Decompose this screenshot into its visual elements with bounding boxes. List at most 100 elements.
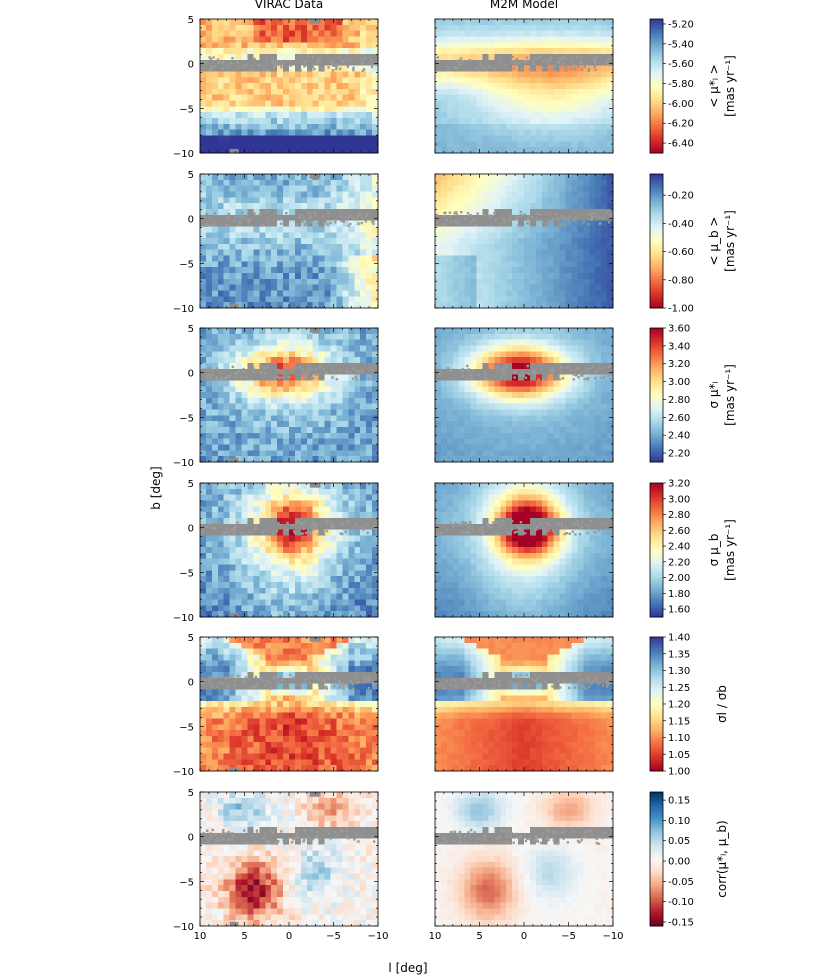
- heatmap-cell: [330, 179, 337, 187]
- heatmap-cell: [253, 444, 260, 451]
- heatmap-cell: [601, 147, 608, 154]
- heatmap-cell: [482, 261, 489, 268]
- heatmap-cell: [360, 409, 367, 416]
- heatmap-cell: [294, 328, 302, 335]
- masked-point: [326, 211, 330, 215]
- heatmap-cell: [488, 147, 495, 154]
- heatmap-cell: [541, 123, 549, 131]
- heatmap-cell: [464, 197, 471, 204]
- heatmap-cell: [342, 48, 349, 55]
- heatmap-cell: [300, 88, 308, 96]
- heatmap-cell: [577, 30, 584, 37]
- colorbar-segment: [650, 274, 663, 278]
- heatmap-cell: [330, 415, 337, 422]
- heatmap-cell: [452, 147, 460, 154]
- masked-point: [252, 68, 255, 71]
- heatmap-cell: [259, 30, 266, 37]
- heatmap-cell: [541, 290, 549, 297]
- masked-point: [446, 68, 450, 72]
- masked-point: [242, 367, 245, 371]
- masked-point: [605, 60, 608, 63]
- heatmap-cell: [277, 444, 284, 451]
- heatmap-cell: [223, 106, 231, 113]
- heatmap-cell: [342, 232, 349, 239]
- heatmap-cell: [247, 42, 254, 49]
- heatmap-cell: [360, 296, 367, 303]
- heatmap-cell: [470, 302, 477, 309]
- heatmap-cell: [253, 456, 260, 463]
- heatmap-cell: [577, 71, 584, 78]
- heatmap-cell: [205, 302, 213, 309]
- heatmap-cell: [283, 302, 290, 309]
- heatmap-cell: [324, 328, 331, 335]
- heatmap-cell: [500, 374, 507, 381]
- heatmap-cell: [524, 197, 531, 204]
- heatmap-cell: [366, 243, 373, 251]
- heatmap-cell: [229, 71, 236, 78]
- heatmap-cell: [589, 415, 596, 422]
- heatmap-cell: [595, 118, 602, 125]
- heatmap-cell: [524, 380, 531, 387]
- heatmap-cell: [348, 333, 355, 341]
- masked-point: [340, 219, 343, 223]
- heatmap-cell: [512, 267, 519, 274]
- heatmap-cell: [271, 203, 278, 210]
- heatmap-cell: [324, 397, 331, 405]
- heatmap-cell: [494, 30, 501, 37]
- masked-point: [357, 370, 360, 373]
- heatmap-cell: [607, 208, 614, 216]
- heatmap-cell: [324, 42, 331, 49]
- masked-point: [602, 217, 605, 220]
- heatmap-cell: [482, 415, 489, 422]
- heatmap-cell: [259, 226, 266, 233]
- heatmap-cell: [223, 83, 231, 90]
- heatmap-cell: [446, 135, 454, 142]
- heatmap-cell: [372, 77, 379, 84]
- heatmap-cell: [229, 296, 236, 303]
- heatmap-cell: [318, 392, 325, 399]
- heatmap-cell: [577, 409, 584, 416]
- heatmap-cell: [506, 427, 513, 434]
- heatmap-cell: [547, 328, 555, 335]
- heatmap-cell: [512, 106, 519, 113]
- heatmap-cell: [435, 261, 442, 268]
- masked-point: [371, 368, 374, 371]
- heatmap-cell: [506, 392, 513, 399]
- heatmap-cell: [541, 65, 549, 72]
- heatmap-cell: [229, 438, 236, 445]
- heatmap-cell: [372, 357, 379, 364]
- heatmap-cell: [342, 380, 349, 387]
- heatmap-cell: [458, 333, 466, 341]
- masked-point: [299, 69, 302, 72]
- masked-point: [238, 220, 242, 223]
- heatmap-cell: [524, 191, 531, 198]
- heatmap-cell: [607, 392, 614, 399]
- heatmap-cell: [241, 220, 248, 227]
- heatmap-cell: [265, 220, 272, 227]
- masked-point: [562, 60, 565, 64]
- masked-point: [471, 219, 474, 223]
- heatmap-cell: [342, 267, 349, 274]
- heatmap-cell: [535, 135, 543, 142]
- heatmap-cell: [366, 450, 373, 457]
- heatmap-cell: [265, 374, 272, 381]
- heatmap-cell: [512, 392, 519, 399]
- heatmap-cell: [300, 232, 308, 239]
- heatmap-cell: [464, 345, 471, 352]
- heatmap-cell: [283, 345, 290, 352]
- colorbar-segment: [650, 261, 663, 264]
- heatmap-cell: [547, 77, 555, 84]
- heatmap-cell: [312, 65, 320, 72]
- heatmap-cell: [354, 100, 361, 107]
- heatmap-cell: [476, 36, 483, 43]
- heatmap-cell: [583, 123, 590, 131]
- heatmap-cell: [265, 118, 272, 125]
- heatmap-cell: [324, 197, 331, 204]
- heatmap-cell: [476, 409, 483, 416]
- heatmap-cell: [476, 30, 483, 37]
- colorbar-segment: [650, 278, 663, 282]
- masked-point: [522, 60, 526, 63]
- heatmap-cell: [494, 290, 501, 297]
- heatmap-cell: [229, 333, 236, 341]
- heatmap-cell: [312, 112, 320, 119]
